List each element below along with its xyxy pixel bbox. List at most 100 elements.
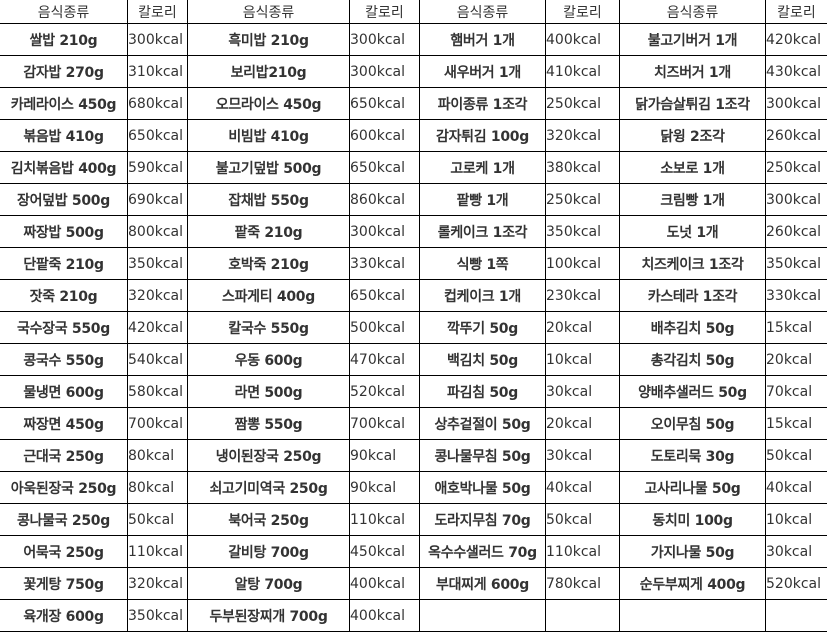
- food-item-cell: 롤케이크 1조각: [419, 215, 546, 248]
- food-item-cell: 깍뚜기 50g: [419, 311, 546, 344]
- food-item-cell: 불고기버거 1개: [619, 23, 766, 56]
- table-row: 어묵국 250g 110kcal 갈비탕 700g 450kcal 옥수수샐러드 70g…: [0, 535, 827, 568]
- header-food-type: 음식종류: [419, 0, 546, 24]
- calorie-cell: 690kcal: [127, 183, 188, 216]
- calorie-cell: 650kcal: [349, 279, 420, 312]
- calorie-cell: 520kcal: [349, 375, 420, 408]
- table-row: 국수장국 550g 420kcal 칼국수 550g 500kcal 깍뚜기 50g 20…: [0, 311, 827, 344]
- food-item-cell: 크림빵 1개: [619, 183, 766, 216]
- calorie-cell: 300kcal: [349, 23, 420, 56]
- calorie-cell: 400kcal: [349, 567, 420, 600]
- food-item-cell: 비빔밥 410g: [187, 119, 350, 152]
- calorie-cell: 80kcal: [127, 471, 188, 504]
- table-row: 물냉면 600g 580kcal 라면 500g 520kcal 파김침 50g 30kc…: [0, 375, 827, 408]
- food-item-cell: 치즈버거 1개: [619, 55, 766, 88]
- header-food-type: 음식종류: [0, 0, 128, 24]
- food-item-cell: 호박죽 210g: [187, 247, 350, 280]
- calorie-cell: 250kcal: [545, 183, 620, 216]
- calorie-cell: 310kcal: [127, 55, 188, 88]
- calorie-cell: 300kcal: [765, 87, 827, 120]
- food-item-cell: 짬뽕 550g: [187, 407, 350, 440]
- table-row: 짜장밥 500g 800kcal 팥죽 210g 300kcal 롤케이크 1조각 350…: [0, 215, 827, 248]
- food-item-cell: 쌀밥 210g: [0, 23, 128, 56]
- table-row: 감자밥 270g 310kcal 보리밥210g 300kcal 새우버거 1개 410k…: [0, 55, 827, 88]
- food-item-cell: 순두부찌게 400g: [619, 567, 766, 600]
- food-item-cell: 잡채밥 550g: [187, 183, 350, 216]
- food-item-cell: 알탕 700g: [187, 567, 350, 600]
- calorie-cell: 90kcal: [349, 471, 420, 504]
- table-row: 짜장면 450g 700kcal 짬뽕 550g 700kcal 상추겉절이 50g 20…: [0, 407, 827, 440]
- calorie-cell: 320kcal: [127, 567, 188, 600]
- calorie-cell: 100kcal: [545, 247, 620, 280]
- calorie-cell: 700kcal: [349, 407, 420, 440]
- calorie-cell: 380kcal: [545, 151, 620, 184]
- food-item-cell: 북어국 250g: [187, 503, 350, 536]
- calorie-cell: 300kcal: [127, 23, 188, 56]
- calorie-cell: 540kcal: [127, 343, 188, 376]
- calorie-cell: 650kcal: [349, 151, 420, 184]
- food-item-cell: [619, 599, 766, 632]
- header-calories: 칼로리: [765, 0, 827, 24]
- calorie-cell: 50kcal: [127, 503, 188, 536]
- calorie-cell: 30kcal: [765, 535, 827, 568]
- food-item-cell: 장어덮밥 500g: [0, 183, 128, 216]
- food-item-cell: 육개장 600g: [0, 599, 128, 632]
- calorie-cell: 70kcal: [765, 375, 827, 408]
- food-item-cell: 잣죽 210g: [0, 279, 128, 312]
- food-item-cell: 고사리나물 50g: [619, 471, 766, 504]
- calorie-cell: 50kcal: [545, 503, 620, 536]
- calorie-cell: 700kcal: [127, 407, 188, 440]
- calorie-cell: 650kcal: [349, 87, 420, 120]
- food-item-cell: 가지나물 50g: [619, 535, 766, 568]
- food-item-cell: 카스테라 1조각: [619, 279, 766, 312]
- calorie-cell: 410kcal: [545, 55, 620, 88]
- food-item-cell: 팥죽 210g: [187, 215, 350, 248]
- food-item-cell: 오므라이스 450g: [187, 87, 350, 120]
- calorie-cell: 320kcal: [127, 279, 188, 312]
- food-item-cell: 콩국수 550g: [0, 343, 128, 376]
- table-row: 아욱된장국 250g 80kcal 쇠고기미역국 250g 90kcal 애호박나물 5…: [0, 471, 827, 504]
- food-item-cell: 소보로 1개: [619, 151, 766, 184]
- food-item-cell: 옥수수샐러드 70g: [419, 535, 546, 568]
- food-item-cell: 오이무침 50g: [619, 407, 766, 440]
- food-item-cell: 도넛 1개: [619, 215, 766, 248]
- calorie-cell: 10kcal: [765, 503, 827, 536]
- calorie-cell: [765, 599, 827, 632]
- calorie-cell: 50kcal: [765, 439, 827, 472]
- food-item-cell: 근대국 250g: [0, 439, 128, 472]
- calorie-cell: 350kcal: [127, 247, 188, 280]
- calorie-cell: 250kcal: [545, 87, 620, 120]
- table-row: 잣죽 210g 320kcal 스파게티 400g 650kcal 컵케이크 1개 230…: [0, 279, 827, 312]
- calorie-cell: 260kcal: [765, 119, 827, 152]
- header-calories: 칼로리: [127, 0, 188, 24]
- food-item-cell: 총각김치 50g: [619, 343, 766, 376]
- calorie-cell: 680kcal: [127, 87, 188, 120]
- calorie-cell: 15kcal: [765, 407, 827, 440]
- food-item-cell: 라면 500g: [187, 375, 350, 408]
- food-item-cell: 냉이된장국 250g: [187, 439, 350, 472]
- header-food-type: 음식종류: [187, 0, 350, 24]
- food-item-cell: 배추김치 50g: [619, 311, 766, 344]
- header-calories: 칼로리: [545, 0, 620, 24]
- food-item-cell: 도라지무침 70g: [419, 503, 546, 536]
- calorie-cell: 590kcal: [127, 151, 188, 184]
- food-item-cell: 두부된장찌개 700g: [187, 599, 350, 632]
- food-item-cell: 꽃게탕 750g: [0, 567, 128, 600]
- calorie-cell: 230kcal: [545, 279, 620, 312]
- calorie-cell: [545, 599, 620, 632]
- food-item-cell: 도토리묵 30g: [619, 439, 766, 472]
- calorie-cell: 780kcal: [545, 567, 620, 600]
- calorie-cell: 40kcal: [765, 471, 827, 504]
- food-item-cell: 햄버거 1개: [419, 23, 546, 56]
- calorie-cell: 330kcal: [765, 279, 827, 312]
- calorie-cell: 650kcal: [127, 119, 188, 152]
- food-item-cell: 양배추샐러드 50g: [619, 375, 766, 408]
- food-item-cell: 스파게티 400g: [187, 279, 350, 312]
- calorie-cell: 330kcal: [349, 247, 420, 280]
- food-item-cell: 동치미 100g: [619, 503, 766, 536]
- calorie-cell: 400kcal: [349, 599, 420, 632]
- food-item-cell: 고로케 1개: [419, 151, 546, 184]
- calorie-cell: 470kcal: [349, 343, 420, 376]
- food-item-cell: 볶음밥 410g: [0, 119, 128, 152]
